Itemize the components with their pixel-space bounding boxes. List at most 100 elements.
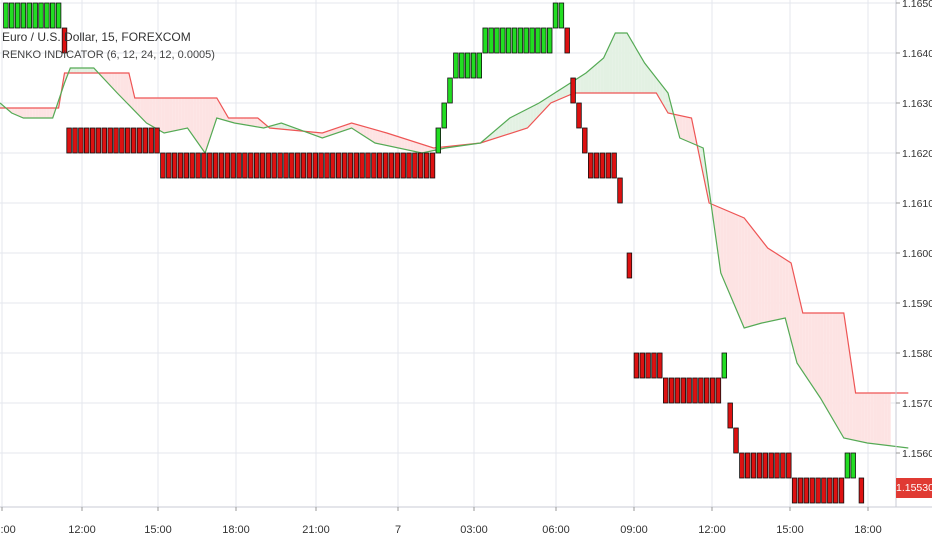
symbol-title[interactable]: Euro / U.S. Dollar, 15, FOREXCOM <box>2 30 191 44</box>
cloud-segment <box>140 98 144 120</box>
renko-brick-up <box>476 52 482 79</box>
cloud-segment <box>407 139 411 151</box>
indicator-label[interactable]: RENKO INDICATOR (6, 12, 24, 12, 0.0005) <box>2 49 215 61</box>
cloud-segment <box>659 81 663 103</box>
cloud-segment <box>395 135 399 148</box>
cloud-segment <box>278 123 282 130</box>
cloud-segment <box>193 98 197 141</box>
cloud-segment <box>665 89 669 113</box>
renko-brick-down <box>89 127 96 154</box>
cloud-segment <box>720 208 724 280</box>
cloud-segment <box>128 73 132 108</box>
renko-brick-up <box>529 27 535 54</box>
price-tick-label: 1.16500 <box>902 0 932 10</box>
cloud-segment <box>205 98 209 153</box>
chart-legend: Euro / U.S. Dollar, 15, FOREXCOM RENKO I… <box>2 28 215 64</box>
cloud-segment <box>811 313 815 390</box>
renko-brick-down <box>803 477 809 504</box>
price-tick-label: 1.15900 <box>902 298 932 310</box>
renko-brick-up <box>850 452 856 479</box>
cloud-segment <box>586 70 589 93</box>
cloud-segment <box>624 33 628 93</box>
cloud-segment <box>653 74 657 93</box>
renko-brick-up <box>447 77 453 104</box>
cloud-segment <box>864 393 868 443</box>
cloud-segment <box>339 126 343 132</box>
renko-brick-up <box>459 52 465 79</box>
cloud-segment <box>424 145 428 153</box>
renko-brick-down <box>242 152 248 179</box>
renko-brick-down <box>61 27 68 54</box>
cloud-segment <box>796 288 800 368</box>
cloud-segment <box>26 108 30 118</box>
cloud-segment <box>829 313 833 418</box>
renko-brick-down <box>189 152 195 179</box>
renko-brick-down <box>312 152 318 179</box>
renko-brick-up <box>20 2 27 29</box>
cloud-segment <box>799 300 803 372</box>
time-tick-label: 21:00 <box>302 524 330 536</box>
renko-brick-down <box>248 152 254 179</box>
cloud-segment <box>336 127 340 133</box>
renko-brick-down <box>318 152 324 179</box>
time-tick-label: 09:00 <box>620 524 648 536</box>
cloud-segment <box>747 221 751 328</box>
cloud-segment <box>366 127 370 140</box>
renko-brick-down <box>663 377 669 404</box>
cloud-segment <box>149 98 153 127</box>
cloud-segment <box>770 249 774 322</box>
cloud-segment <box>618 33 622 93</box>
cloud-segment <box>814 313 818 394</box>
cloud-segment <box>111 73 115 90</box>
cloud-segment <box>750 225 754 327</box>
time-axis[interactable]: 09:00 12:00 15:00 18:00 21:00 7 03:00 06:00 09:0… <box>0 507 882 536</box>
cloud-segment <box>231 118 235 123</box>
cloud-segment <box>855 393 859 442</box>
cloud-segment <box>682 116 686 141</box>
cloud-segment <box>556 89 560 101</box>
renko-brick-down <box>576 102 582 129</box>
cloud-segment <box>835 313 838 428</box>
cloud-segment <box>404 138 408 150</box>
cloud-segment <box>656 78 660 98</box>
cloud-segment <box>401 137 405 150</box>
renko-brick-up <box>464 52 471 79</box>
cloud-segment <box>243 118 247 125</box>
renko-brick-down <box>774 452 780 479</box>
renko-brick-up <box>26 2 32 29</box>
cloud-segment <box>73 68 77 73</box>
cloud-segment <box>700 146 704 175</box>
time-tick-label: 15:00 <box>144 524 172 536</box>
cloud-segment <box>125 73 129 105</box>
renko-brick-down <box>739 452 745 479</box>
cloud-segment <box>621 33 625 93</box>
renko-brick-down <box>593 152 600 179</box>
renko-brick-up <box>505 27 512 54</box>
renko-brick-up <box>535 27 541 54</box>
cloud-segment <box>501 123 504 137</box>
cloud-segment <box>503 120 507 136</box>
cloud-segment <box>84 68 88 73</box>
renko-brick-down <box>394 152 400 179</box>
cloud-segment <box>281 123 285 130</box>
renko-brick-down <box>815 477 821 504</box>
cloud-segment <box>776 253 780 320</box>
renko-brick-down <box>827 477 833 504</box>
cloud-segment <box>714 205 718 253</box>
renko-brick-down <box>371 152 377 179</box>
cloud-segment <box>418 143 422 153</box>
renko-brick-down <box>113 127 119 154</box>
cloud-segment <box>627 33 630 93</box>
renko-brick-down <box>832 477 839 504</box>
price-axis[interactable]: 1.16500 1.16400 1.16300 1.16200 1.16100 1.160… <box>896 0 932 460</box>
renko-brick-up <box>470 52 477 79</box>
cloud-segment <box>246 118 250 126</box>
renko-brick-down <box>633 352 640 379</box>
cloud-segment <box>870 393 874 444</box>
time-tick-label: 03:00 <box>460 524 488 536</box>
cloud-segment <box>735 214 739 315</box>
cloud-segment <box>758 236 762 324</box>
cloud-segment <box>767 248 771 322</box>
cloud-segment <box>184 98 188 129</box>
